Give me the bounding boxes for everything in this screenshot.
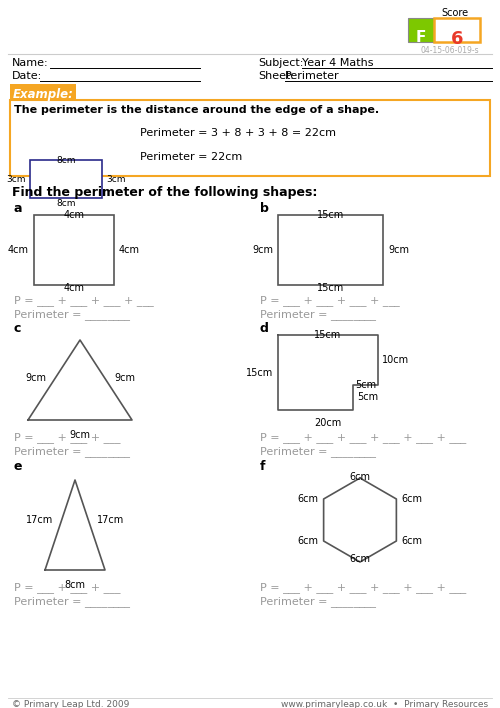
Text: Date:: Date: [12, 71, 42, 81]
Text: 17cm: 17cm [97, 515, 124, 525]
Text: 20cm: 20cm [314, 418, 342, 428]
Text: 6cm: 6cm [298, 536, 318, 546]
Text: P = ___ + ___ + ___: P = ___ + ___ + ___ [14, 432, 120, 443]
Text: Perimeter = ________: Perimeter = ________ [14, 309, 130, 320]
Text: 4cm: 4cm [8, 245, 29, 255]
Text: Perimeter = ________: Perimeter = ________ [260, 596, 376, 607]
Text: 6: 6 [451, 30, 463, 48]
Text: Perimeter = 22cm: Perimeter = 22cm [140, 152, 242, 162]
Text: Subject:: Subject: [258, 58, 304, 68]
Text: Perimeter: Perimeter [285, 71, 340, 81]
Text: f: f [260, 460, 266, 473]
Text: Name:: Name: [12, 58, 49, 68]
Bar [10, 100, 490, 176]
Bar [30, 160, 102, 198]
Text: Example:: Example: [13, 88, 74, 101]
Text: 4cm: 4cm [64, 283, 84, 293]
Text: 15cm: 15cm [314, 330, 342, 340]
Text: P = ___ + ___ + ___: P = ___ + ___ + ___ [14, 582, 120, 593]
Text: P = ___ + ___ + ___ + ___ + ___ + ___: P = ___ + ___ + ___ + ___ + ___ + ___ [260, 582, 466, 593]
Text: The perimeter is the distance around the edge of a shape.: The perimeter is the distance around the… [14, 105, 379, 115]
Text: 04-15-06-019-s: 04-15-06-019-s [420, 46, 480, 55]
Text: Perimeter = ________: Perimeter = ________ [260, 309, 376, 320]
Text: © Primary Leap Ltd. 2009: © Primary Leap Ltd. 2009 [12, 700, 130, 708]
Text: 17cm: 17cm [26, 515, 53, 525]
Bar [10, 84, 76, 100]
Text: 3cm: 3cm [106, 174, 126, 183]
Text: Perimeter = ________: Perimeter = ________ [260, 446, 376, 457]
Text: 9cm: 9cm [70, 430, 90, 440]
Text: 4cm: 4cm [64, 210, 84, 220]
Text: d: d [260, 322, 269, 335]
Text: www.primaryleap.co.uk  •  Primary Resources: www.primaryleap.co.uk • Primary Resource… [281, 700, 488, 708]
Text: Sheet:: Sheet: [258, 71, 294, 81]
Text: 9cm: 9cm [252, 245, 273, 255]
Text: 6cm: 6cm [350, 554, 370, 564]
Text: P = ___ + ___ + ___ + ___: P = ___ + ___ + ___ + ___ [260, 295, 400, 306]
Text: 6cm: 6cm [402, 536, 422, 546]
Text: c: c [14, 322, 22, 335]
Text: 4cm: 4cm [119, 245, 140, 255]
Text: 9cm: 9cm [114, 373, 135, 383]
Text: 5cm: 5cm [357, 392, 378, 403]
Text: 8cm: 8cm [56, 156, 76, 165]
Text: Perimeter = ________: Perimeter = ________ [14, 446, 130, 457]
Text: 10cm: 10cm [382, 355, 409, 365]
Text: P = ___ + ___ + ___ + ___ + ___ + ___: P = ___ + ___ + ___ + ___ + ___ + ___ [260, 432, 466, 443]
Text: b: b [260, 202, 269, 215]
Text: 6cm: 6cm [350, 472, 370, 482]
Text: 9cm: 9cm [388, 245, 409, 255]
Bar [434, 18, 480, 42]
Text: 15cm: 15cm [317, 283, 344, 293]
Text: e: e [14, 460, 22, 473]
Bar [278, 215, 383, 285]
Text: F: F [416, 30, 426, 45]
Text: 5cm: 5cm [355, 380, 376, 390]
Text: a: a [14, 202, 22, 215]
Text: P = ___ + ___ + ___ + ___: P = ___ + ___ + ___ + ___ [14, 295, 154, 306]
Text: 6cm: 6cm [402, 494, 422, 504]
Text: Perimeter = ________: Perimeter = ________ [14, 596, 130, 607]
Text: Perimeter = 3 + 8 + 3 + 8 = 22cm: Perimeter = 3 + 8 + 3 + 8 = 22cm [140, 128, 336, 138]
Text: Find the perimeter of the following shapes:: Find the perimeter of the following shap… [12, 186, 318, 199]
Text: 15cm: 15cm [317, 210, 344, 220]
Text: 6cm: 6cm [298, 494, 318, 504]
Text: 15cm: 15cm [246, 367, 273, 377]
Bar [408, 18, 434, 42]
Text: 9cm: 9cm [25, 373, 46, 383]
Text: 3cm: 3cm [6, 174, 26, 183]
Text: Year 4 Maths: Year 4 Maths [302, 58, 374, 68]
Text: Score: Score [442, 8, 468, 18]
Text: 8cm: 8cm [64, 580, 86, 590]
Text: 8cm: 8cm [56, 199, 76, 208]
Bar [34, 215, 114, 285]
